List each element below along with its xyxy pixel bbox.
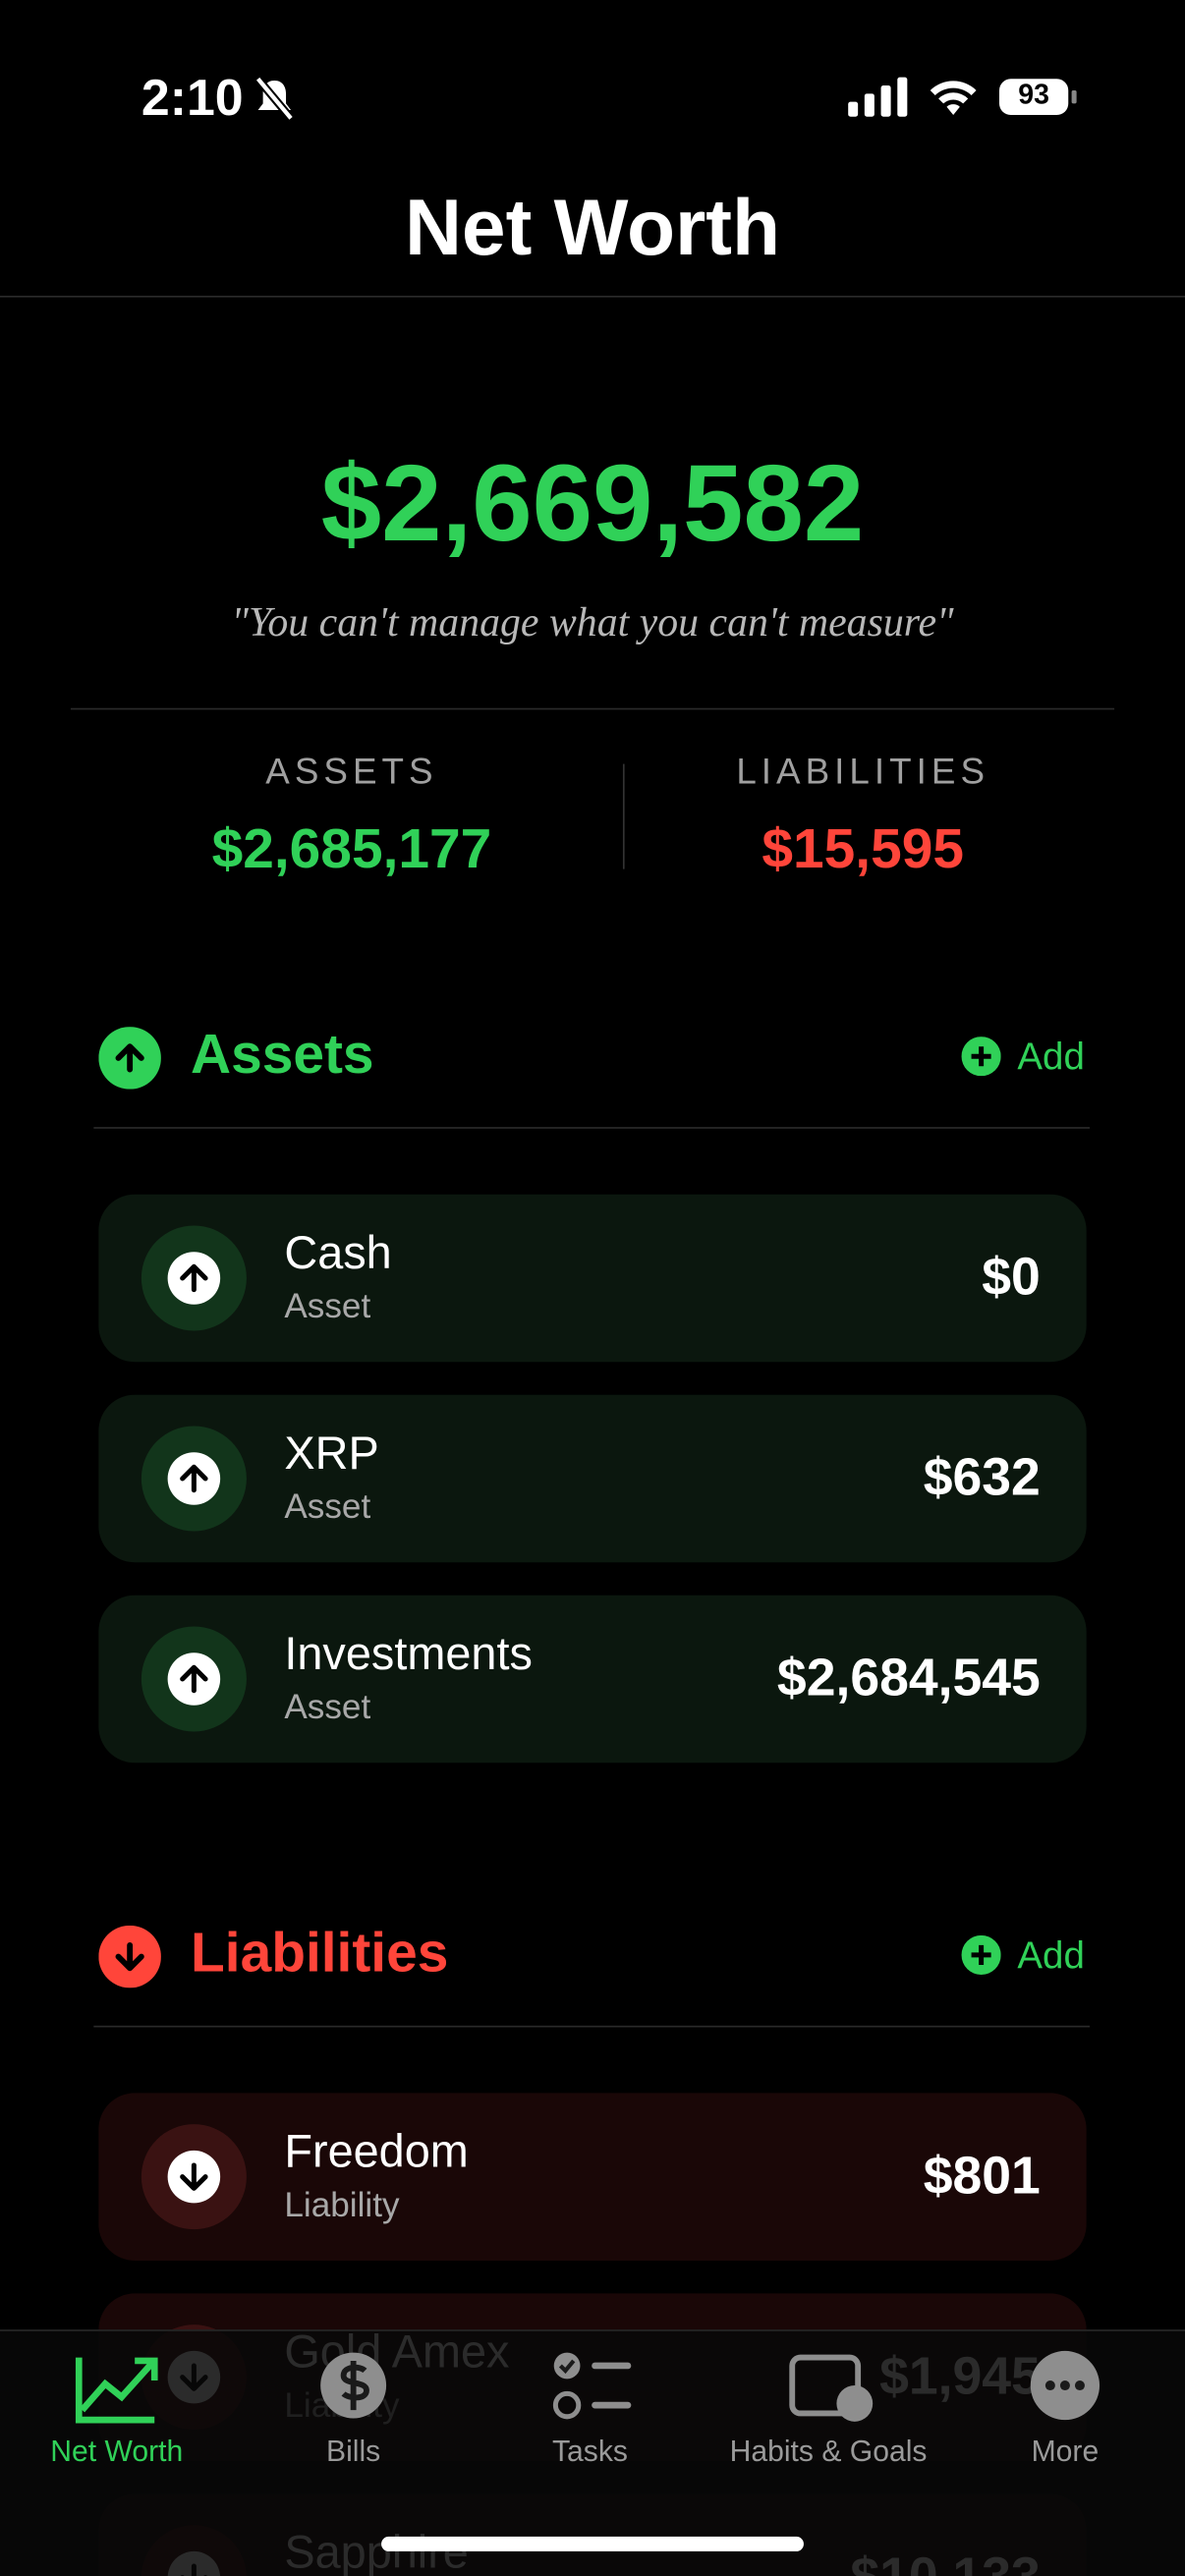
section-title: Assets [191,1023,374,1087]
account-icon [141,1225,247,1331]
liabilities-total: $15,595 [762,817,964,881]
account-name: Freedom [284,2125,469,2177]
divider [93,1127,1091,1129]
status-time: 2:10 [141,69,244,127]
divider [0,295,1185,298]
account-name: XRP [284,1428,379,1479]
account-name: Cash [284,1227,392,1278]
account-card[interactable]: Investments Asset $2,684,545 [98,1595,1087,1764]
account-icon [141,1426,247,1532]
account-amount: $632 [923,1447,1041,1507]
assets-total: $2,685,177 [211,817,492,881]
page-title: Net Worth [404,185,781,273]
account-type: Asset [284,1689,371,1727]
net-worth-total: $2,669,582 [320,441,865,564]
section-icon [98,1027,161,1090]
account-icon [141,2124,247,2230]
tab-bar [0,2329,1185,2576]
add-button[interactable]: Add [1017,1035,1085,1078]
divider [93,2025,1091,2028]
account-amount: $2,684,545 [776,1648,1041,1708]
liabilities-label: LIABILITIES [736,751,990,793]
section-title: Liabilities [191,1922,449,1986]
tab-icons [75,2350,1100,2424]
tab[interactable]: Habits & Goals [729,2435,928,2468]
account-amount: $801 [923,2145,1041,2206]
assets-label: ASSETS [265,751,438,793]
tab[interactable]: More [1031,2435,1100,2468]
add-icon[interactable] [961,1934,1001,1975]
mute-icon [254,76,295,122]
status-icons [848,77,1077,117]
divider [622,763,625,869]
tab[interactable]: Tasks [552,2435,628,2468]
account-card[interactable]: XRP Asset $632 [98,1394,1087,1563]
account-card[interactable]: Freedom Liability $801 [98,2093,1087,2261]
divider [70,707,1115,710]
quote: "You can't manage what you can't measure… [231,601,954,646]
account-type: Asset [284,1288,371,1326]
account-card[interactable]: Cash Asset $0 [98,1194,1087,1363]
account-type: Liability [284,2186,400,2225]
battery-level: 93 [1018,79,1049,111]
account-type: Asset [284,1488,371,1527]
add-icon[interactable] [961,1036,1001,1077]
account-amount: $0 [982,1247,1041,1307]
add-button[interactable]: Add [1017,1933,1085,1977]
account-name: Investments [284,1628,533,1679]
tab[interactable]: Net Worth [50,2435,184,2468]
section-icon [98,1925,161,1988]
home-indicator [381,2536,804,2551]
account-icon [141,1626,247,1732]
tab[interactable]: Bills [326,2435,381,2468]
